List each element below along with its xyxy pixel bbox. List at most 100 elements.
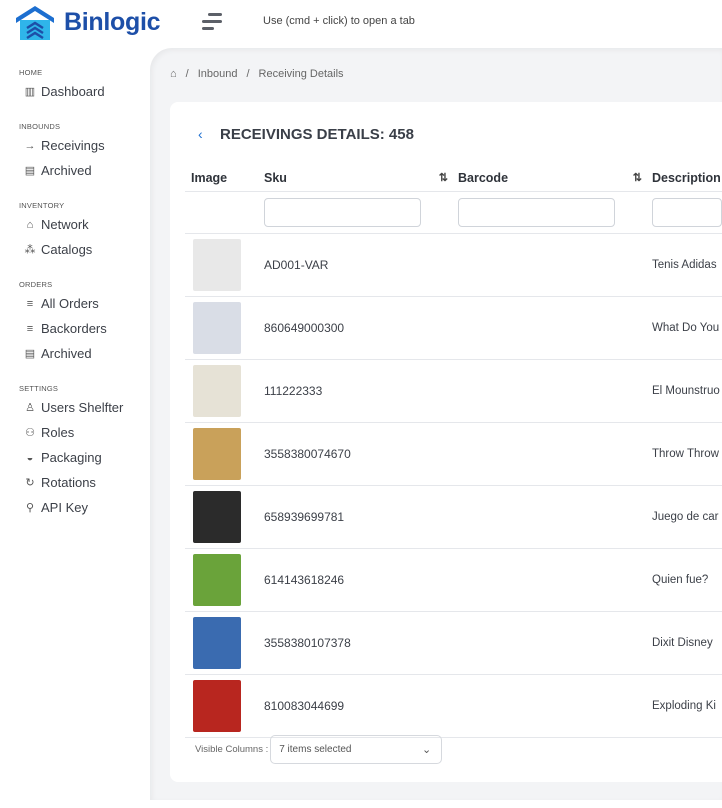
sidebar-section-title: SETTINGS <box>19 384 59 393</box>
table-row[interactable]: 810083044699 Exploding Ki <box>185 674 722 738</box>
description-cell: Juego de car <box>646 485 722 549</box>
home-icon: ⌂ <box>26 218 34 231</box>
product-image <box>193 490 241 543</box>
sitemap-icon: ⁂ <box>24 244 36 256</box>
sidebar-item-label: Network <box>41 217 89 232</box>
barcode-cell <box>452 485 646 549</box>
visible-columns: Visible Columns : 7 items selected ⌄ <box>195 735 443 764</box>
logo[interactable]: Binlogic <box>14 4 161 40</box>
table-row[interactable]: 3558380107378 Dixit Disney <box>185 611 722 675</box>
barcode-cell <box>452 233 646 297</box>
description-cell: Tenis Adidas <box>646 233 722 297</box>
breadcrumb-separator: / <box>246 68 250 80</box>
inbox-icon: ◒ <box>26 451 34 464</box>
description-cell: Exploding Ki <box>646 674 722 738</box>
sku-cell: 658939699781 <box>258 485 452 549</box>
sidebar-item-rotations[interactable]: ↻ Rotations <box>24 470 150 495</box>
barcode-cell <box>452 674 646 738</box>
product-image <box>193 238 241 291</box>
sidebar-item-backorders[interactable]: ≡ Backorders <box>24 316 150 341</box>
tab-hint: Use (cmd + click) to open a tab <box>263 15 415 27</box>
app-name: Binlogic <box>64 7 161 36</box>
chevron-down-icon: ⌄ <box>422 744 432 756</box>
column-barcode-label: Barcode <box>458 170 509 185</box>
receivings-card: ‹ RECEIVINGS DETAILS: 458 Image Sku ⇅ Bar… <box>170 102 722 782</box>
table-row[interactable]: 111222333 El Mounstruo <box>185 359 722 423</box>
sidebar-item-catalogs[interactable]: ⁂ Catalogs <box>24 237 150 262</box>
key-icon: ⚲ <box>25 502 35 514</box>
table-row[interactable]: 614143618246 Quien fue? <box>185 548 722 612</box>
description-cell: El Mounstruo <box>646 359 722 423</box>
barcode-cell <box>452 422 646 486</box>
column-sku-label: Sku <box>264 170 287 185</box>
sku-cell: 111222333 <box>258 359 452 423</box>
sidebar-item-label: All Orders <box>41 296 99 311</box>
breadcrumb-separator: / <box>185 68 189 80</box>
back-chevron-icon[interactable]: ‹ <box>198 126 203 142</box>
breadcrumb: ⌂ / Inbound / Receiving Details <box>170 68 344 80</box>
sidebar-item-archived[interactable]: ▤ Archived <box>24 158 150 183</box>
table-row[interactable]: 860649000300 What Do You <box>185 296 722 360</box>
product-image <box>193 301 241 354</box>
sidebar-item-label: Rotations <box>41 475 96 490</box>
description-filter-input[interactable] <box>652 197 722 227</box>
sidebar-item-dashboard[interactable]: ▥ Dashboard <box>24 79 150 104</box>
receivings-table: Image Sku ⇅ Barcode ⇅ Description AD001-VA… <box>185 165 722 738</box>
table-row[interactable]: 3558380074670 Throw Throw <box>185 422 722 486</box>
sidebar-item-label: Dashboard <box>41 84 105 99</box>
sku-cell: AD001-VAR <box>258 233 452 297</box>
menu-toggle-icon[interactable] <box>200 13 224 33</box>
visible-columns-label: Visible Columns : <box>195 744 269 755</box>
sidebar-item-receivings[interactable]: → Receivings <box>24 133 150 158</box>
page-title: RECEIVINGS DETAILS: 458 <box>220 126 414 143</box>
sidebar-item-archived[interactable]: ▤ Archived <box>24 341 150 366</box>
sku-filter-input[interactable] <box>264 197 421 227</box>
product-image <box>193 427 241 480</box>
barcode-filter-input[interactable] <box>458 197 615 227</box>
sku-cell: 614143618246 <box>258 548 452 612</box>
home-icon[interactable]: ⌂ <box>170 68 177 80</box>
breadcrumb-current: Receiving Details <box>258 68 344 80</box>
archive-icon: ▤ <box>24 348 36 360</box>
description-cell: Throw Throw <box>646 422 722 486</box>
sidebar-item-all-orders[interactable]: ≡ All Orders <box>24 291 150 316</box>
sidebar-item-network[interactable]: ⌂ Network <box>24 212 150 237</box>
sku-cell: 3558380107378 <box>258 611 452 675</box>
sidebar-item-api-key[interactable]: ⚲ API Key <box>24 495 150 520</box>
column-description[interactable]: Description <box>646 165 722 192</box>
sidebar-item-users-shelfter[interactable]: ♙ Users Shelfter <box>24 395 150 420</box>
sidebar-item-label: Packaging <box>41 450 102 465</box>
visible-columns-select[interactable]: 7 items selected ⌄ <box>270 735 443 764</box>
sort-icon[interactable]: ⇅ <box>632 172 642 184</box>
sidebar-section-title: HOME <box>19 68 43 77</box>
barcode-cell <box>452 548 646 612</box>
archive-icon: ▤ <box>24 165 36 177</box>
sidebar-item-label: Archived <box>41 346 92 361</box>
sku-cell: 810083044699 <box>258 674 452 738</box>
sidebar-item-label: Receivings <box>41 138 105 153</box>
sort-icon[interactable]: ⇅ <box>438 172 448 184</box>
description-cell: Quien fue? <box>646 548 722 612</box>
column-barcode[interactable]: Barcode ⇅ <box>452 165 646 192</box>
sidebar-item-label: Backorders <box>41 321 107 336</box>
sidebar-item-label: Catalogs <box>41 242 93 257</box>
table-row[interactable]: 658939699781 Juego de car <box>185 485 722 549</box>
column-sku[interactable]: Sku ⇅ <box>258 165 452 192</box>
users-icon: ⚇ <box>25 427 35 439</box>
sidebar-item-packaging[interactable]: ◒ Packaging <box>24 445 150 470</box>
sidebar-item-label: Archived <box>41 163 92 178</box>
breadcrumb-inbound[interactable]: Inbound <box>197 68 238 80</box>
description-cell: What Do You <box>646 296 722 360</box>
barcode-cell <box>452 611 646 675</box>
topbar: Binlogic Use (cmd + click) to open a tab <box>0 0 722 48</box>
sku-cell: 860649000300 <box>258 296 452 360</box>
product-image <box>193 553 241 606</box>
sidebar-item-roles[interactable]: ⚇ Roles <box>24 420 150 445</box>
sidebar-item-label: Users Shelfter <box>41 400 124 415</box>
sidebar-section-title: INVENTORY <box>19 201 65 210</box>
sidebar: HOME ▥ Dashboard INBOUNDS → Receivings ▤ Archiv… <box>0 48 150 808</box>
select-value: 7 items selected <box>279 744 352 755</box>
sidebar-item-label: API Key <box>41 500 88 515</box>
table-row[interactable]: AD001-VAR Tenis Adidas <box>185 233 722 297</box>
description-cell: Dixit Disney <box>646 611 722 675</box>
